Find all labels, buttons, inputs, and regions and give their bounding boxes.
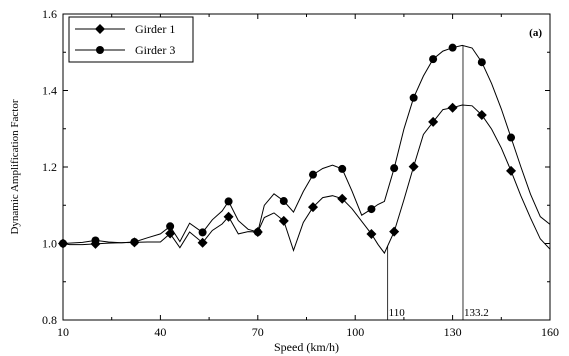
plot-frame [62, 13, 551, 321]
legend-label: Girder 3 [135, 43, 175, 57]
series-2-point [367, 205, 376, 214]
legend-marker [96, 46, 104, 54]
series-2-point [409, 93, 418, 102]
series-line-1 [62, 104, 551, 255]
series-1-point [447, 102, 458, 113]
series-2-point [253, 228, 262, 237]
series-2-point [429, 55, 438, 64]
series-1-point [366, 228, 377, 239]
series-2-point [279, 197, 288, 206]
series-1-point [278, 215, 289, 226]
series-2-point [390, 164, 399, 173]
x-tick-label: 160 [541, 325, 559, 339]
annotation-label: 110 [389, 307, 406, 319]
series-1-point [337, 193, 348, 204]
series-1-point [476, 109, 487, 120]
series-1-point [389, 226, 400, 237]
series-line-2 [62, 44, 551, 244]
series-2-point [166, 222, 175, 231]
annotation-label: 133.2 [464, 307, 489, 319]
annotation-group: 110 133.2 [387, 45, 489, 320]
series-1-point [197, 237, 208, 248]
y-tick-label: 1.6 [42, 7, 57, 21]
x-tick-label: 40 [154, 325, 166, 339]
x-tick-label: 10 [57, 325, 69, 339]
series-2-point [338, 164, 347, 173]
y-tick-label: 1.4 [42, 84, 57, 98]
x-tick-label: 100 [346, 325, 364, 339]
y-axis-label: Dynamic Amplification Factor [9, 99, 21, 234]
legend-label: Girder 1 [135, 22, 175, 36]
y-tick-label: 0.8 [42, 313, 57, 327]
y-tick-label: 1.0 [42, 237, 57, 251]
series-1-point [506, 165, 517, 176]
series-1-point [223, 211, 234, 222]
series-1-point [307, 202, 318, 213]
series-2-point [477, 58, 486, 67]
series-2-point [448, 43, 457, 52]
series-2-point [91, 236, 100, 245]
legend: Girder 1 Girder 3 [68, 16, 194, 63]
panel-label: (a) [529, 27, 542, 39]
x-tick-label: 130 [444, 325, 462, 339]
series-group [62, 44, 551, 255]
y-tick-label: 1.2 [42, 160, 57, 174]
series-2-point [308, 170, 317, 179]
markers-group [58, 43, 517, 249]
series-2-point [224, 197, 233, 206]
x-axis-label: Speed (km/h) [274, 340, 339, 354]
legend-marker [95, 24, 105, 34]
axis-ticks: 10 40 70 100 130 160 0.8 1.0 1.2 1.4 1.6 [42, 7, 559, 339]
x-tick-label: 70 [252, 325, 264, 339]
series-1-point [408, 161, 419, 172]
series-1-point [165, 228, 176, 239]
series-2-point [507, 133, 516, 142]
series-2-point [130, 237, 139, 246]
legend-box [68, 16, 194, 63]
series-2-point [198, 228, 207, 237]
series-1-point [428, 116, 439, 127]
